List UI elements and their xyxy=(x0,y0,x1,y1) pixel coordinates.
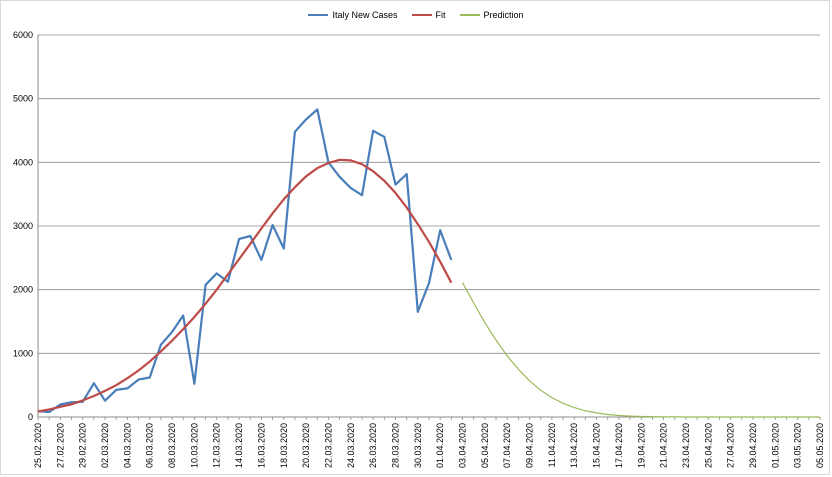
legend-swatch-cases xyxy=(308,14,329,16)
legend-label-fit: Fit xyxy=(435,10,446,20)
x-tick-label: 30.03.2020 xyxy=(413,423,423,468)
y-tick-label: 3000 xyxy=(13,221,33,231)
x-tick-label: 01.05.2020 xyxy=(770,423,780,468)
legend-item-cases: Italy New Cases xyxy=(308,10,398,20)
x-tick-label: 05.04.2020 xyxy=(480,423,490,468)
x-tick-label: 07.04.2020 xyxy=(502,423,512,468)
x-tick-label: 10.03.2020 xyxy=(189,423,199,468)
x-tick-label: 27.04.2020 xyxy=(726,423,736,468)
x-tick-label: 12.03.2020 xyxy=(212,423,222,468)
x-tick-label: 24.03.2020 xyxy=(346,423,356,468)
y-tick-labels: 0 1000 2000 3000 4000 5000 6000 xyxy=(13,30,33,422)
x-tick-label: 23.04.2020 xyxy=(681,423,691,468)
x-tick-label: 18.03.2020 xyxy=(279,423,289,468)
y-tick-label: 1000 xyxy=(13,348,33,358)
x-tick-label: 16.03.2020 xyxy=(256,423,266,468)
x-tick-label: 08.03.2020 xyxy=(167,423,177,468)
y-tick-label: 6000 xyxy=(13,30,33,40)
y-tick-label: 2000 xyxy=(13,285,33,295)
series-lines xyxy=(37,108,820,418)
x-tick-label: 15.04.2020 xyxy=(592,423,602,468)
x-tick-label: 05.05.2020 xyxy=(815,423,825,468)
x-tick-label: 20.03.2020 xyxy=(301,423,311,468)
x-tick-label: 04.03.2020 xyxy=(122,423,132,468)
legend-swatch-prediction xyxy=(459,14,480,16)
x-tick-label: 19.04.2020 xyxy=(636,423,646,468)
chart-legend: Italy New Cases Fit Prediction xyxy=(0,7,832,23)
x-tick-label: 01.04.2020 xyxy=(435,423,445,468)
legend-label-cases: Italy New Cases xyxy=(332,10,398,20)
x-tick-label: 03.04.2020 xyxy=(458,423,468,468)
legend-swatch-fit xyxy=(411,14,432,16)
x-tick-label: 26.03.2020 xyxy=(368,423,378,468)
legend-label-prediction: Prediction xyxy=(483,10,524,20)
x-tick-label: 13.04.2020 xyxy=(569,423,579,468)
legend-item-prediction: Prediction xyxy=(459,10,524,20)
x-tick-label: 02.03.2020 xyxy=(100,423,110,468)
x-tick-labels: 25.02.2020 27.02.2020 29.02.2020 02.03.2020… xyxy=(33,423,825,468)
x-tick-label: 06.03.2020 xyxy=(145,423,155,468)
series-line-italy-new-cases xyxy=(37,108,453,414)
x-tick-label: 22.03.2020 xyxy=(323,423,333,468)
x-tick-label: 28.03.2020 xyxy=(390,423,400,468)
x-tick-label: 17.04.2020 xyxy=(614,423,624,468)
x-tick-label: 27.02.2020 xyxy=(55,423,65,468)
x-tick-label: 25.02.2020 xyxy=(33,423,43,468)
x-tick-label: 11.04.2020 xyxy=(547,423,557,467)
series-line-prediction xyxy=(461,282,820,418)
x-tick-label: 09.04.2020 xyxy=(525,423,535,468)
y-tick-label: 5000 xyxy=(13,94,33,104)
x-tick-label: 03.05.2020 xyxy=(793,423,803,468)
x-tick-label: 29.02.2020 xyxy=(78,423,88,468)
legend-item-fit: Fit xyxy=(411,10,446,20)
gridlines xyxy=(38,34,820,354)
y-tick-label: 4000 xyxy=(13,157,33,167)
x-tick-label: 21.04.2020 xyxy=(659,423,669,468)
x-tick-label: 29.04.2020 xyxy=(748,423,758,468)
x-tick-label: 14.03.2020 xyxy=(234,423,244,468)
y-tick-label: 0 xyxy=(28,412,33,422)
x-tick-label: 25.04.2020 xyxy=(703,423,713,468)
series-line-fit xyxy=(37,158,453,413)
